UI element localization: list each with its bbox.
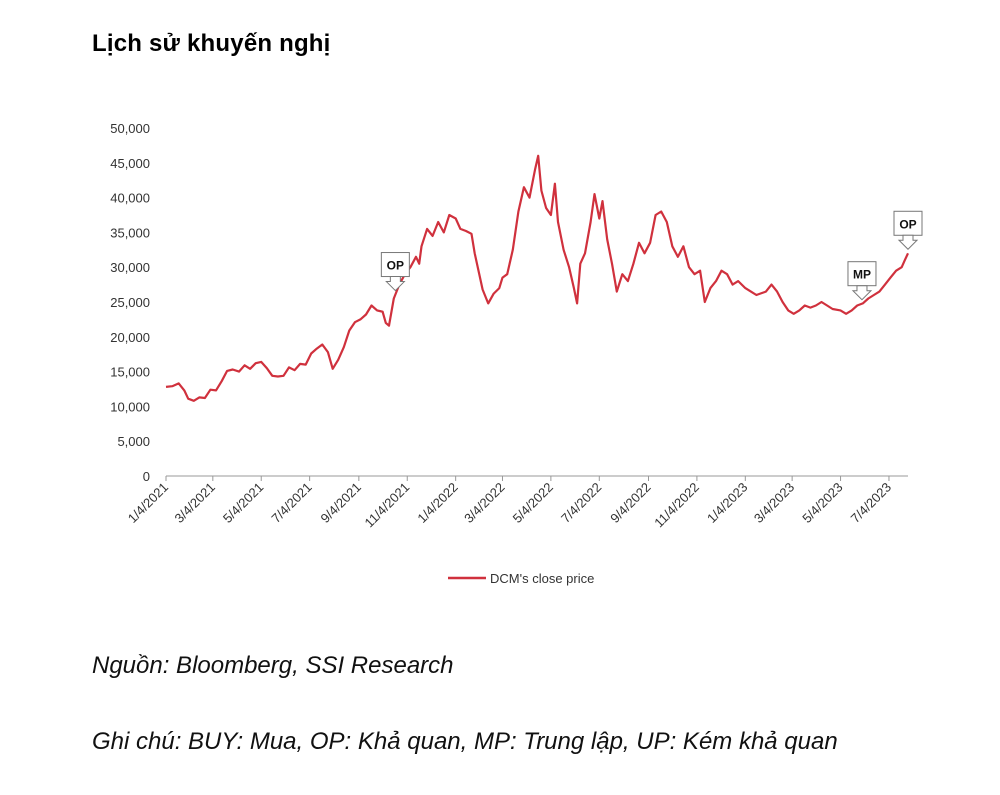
y-tick-label: 20,000 — [110, 330, 150, 345]
x-tick-label: 11/4/2021 — [362, 480, 413, 531]
marker-op: OP — [893, 210, 923, 250]
page-title: Lịch sử khuyến nghị — [92, 30, 331, 57]
marker-label: OP — [899, 217, 916, 231]
source-note: Nguồn: Bloomberg, SSI Research — [92, 652, 454, 679]
marker-mp: MP — [847, 261, 877, 301]
marker-box — [893, 210, 923, 236]
x-tick-label: 5/4/2021 — [220, 480, 266, 526]
x-tick-label: 9/4/2021 — [318, 480, 364, 526]
y-tick-label: 35,000 — [110, 225, 150, 240]
y-tick-label: 40,000 — [110, 191, 150, 206]
x-tick-label: 1/4/2022 — [414, 480, 460, 526]
x-tick-label: 9/4/2022 — [607, 480, 653, 526]
marker-label: OP — [387, 259, 404, 273]
x-tick-label: 5/4/2022 — [510, 480, 556, 526]
y-axis: 0 5,000 10,000 15,000 20,000 25,000 30,000 35,0… — [110, 121, 150, 484]
x-tick-label: 7/4/2022 — [558, 480, 604, 526]
marker-op: OP — [380, 252, 410, 292]
y-tick-label: 25,000 — [110, 295, 150, 310]
y-tick-label: 45,000 — [110, 156, 150, 171]
x-tick-label: 3/4/2023 — [751, 480, 797, 526]
y-tick-label: 10,000 — [110, 399, 150, 414]
x-tick-label: 5/4/2023 — [799, 480, 845, 526]
marker-label: MP — [853, 268, 871, 282]
x-tick-label: 3/4/2021 — [172, 480, 218, 526]
x-tick-label: 1/4/2021 — [125, 480, 171, 526]
x-tick-label: 7/4/2023 — [848, 480, 894, 526]
x-tick-label: 7/4/2021 — [268, 480, 314, 526]
y-tick-label: 0 — [143, 469, 150, 484]
x-tick-label: 11/4/2022 — [651, 480, 702, 531]
down-arrow-icon — [385, 276, 406, 292]
down-arrow-icon — [897, 234, 919, 250]
series-layer — [165, 154, 909, 402]
x-tick-label: 1/4/2023 — [704, 480, 750, 526]
legend: DCM's close price — [448, 571, 594, 586]
down-arrow-icon — [851, 285, 873, 301]
legend-label: DCM's close price — [490, 571, 594, 586]
y-tick-label: 30,000 — [110, 260, 150, 275]
series-line-dcm-close-price — [165, 154, 909, 402]
remark-note: Ghi chú: BUY: Mua, OP: Khả quan, MP: Tru… — [92, 728, 838, 755]
y-tick-label: 5,000 — [117, 434, 150, 449]
x-axis: 1/4/2021 3/4/2021 5/4/2021 7/4/2021 9/4/2021… — [125, 475, 908, 531]
y-tick-label: 50,000 — [110, 121, 150, 136]
x-tick-label: 3/4/2022 — [461, 480, 507, 526]
y-tick-label: 15,000 — [110, 365, 150, 380]
price-line-chart: 0 5,000 10,000 15,000 20,000 25,000 30,000 35,0… — [110, 121, 923, 586]
recommendation-markers: OP MP OP — [380, 210, 923, 301]
